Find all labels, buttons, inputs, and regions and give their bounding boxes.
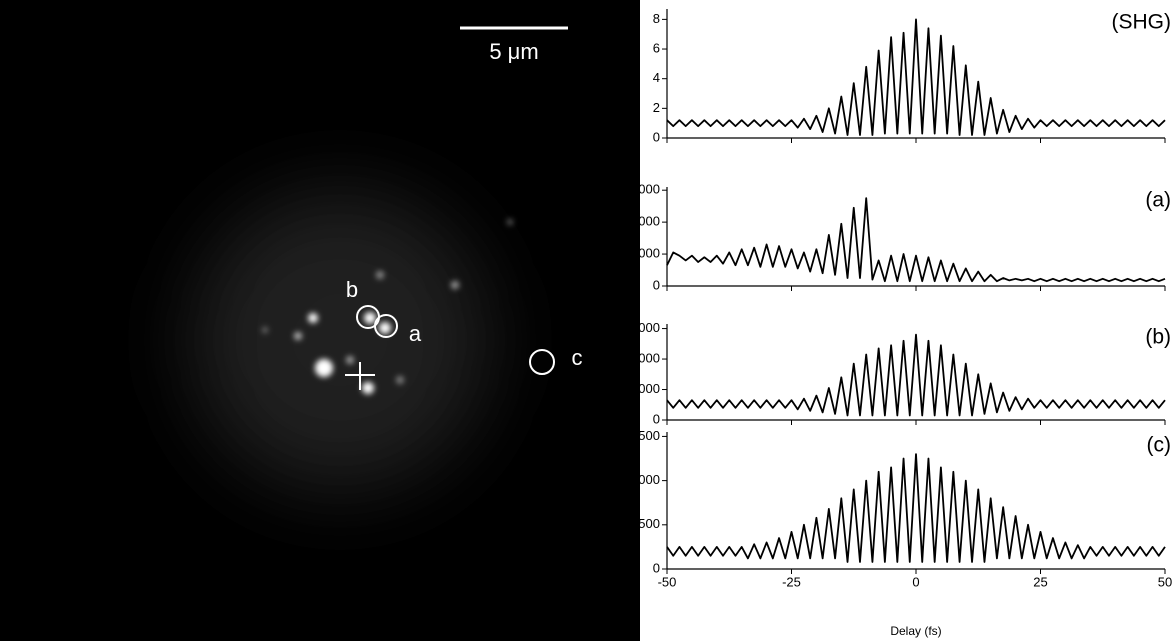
y-tick-label: 4000 (631, 214, 660, 229)
y-tick-label: 6000 (631, 182, 660, 197)
panel-title: (SHG) (1112, 11, 1172, 34)
panel-title: (b) (1145, 326, 1171, 349)
markers (345, 305, 555, 390)
point-label: b (346, 277, 358, 302)
y-tick-label: 4000 (631, 350, 660, 365)
y-tick-label: 6 (653, 40, 660, 55)
y-tick-label: 0 (653, 277, 660, 292)
microscope-image: 5 μm a b c (0, 0, 640, 641)
y-tick-label: 2000 (631, 246, 660, 261)
y-tick-label: 0 (653, 560, 660, 575)
panel-title: (c) (1147, 434, 1172, 457)
point-label: c (572, 345, 583, 370)
x-axis-label: Delay (fs) (890, 624, 941, 638)
y-tick-label: 8 (653, 11, 660, 26)
point-label: a (409, 321, 422, 346)
scale-bar-label: 5 μm (489, 39, 538, 64)
y-tick-label: 2 (653, 100, 660, 115)
x-tick-label: 25 (1033, 574, 1047, 589)
data-line (666, 18, 1166, 136)
y-tick-label: 0 (653, 129, 660, 144)
y-tick-label: 2000 (631, 381, 660, 396)
y-tick-label: 1000 (631, 472, 660, 487)
y-tick-label: 0 (653, 411, 660, 426)
data-line (666, 453, 1166, 563)
y-tick-label: 500 (638, 516, 660, 531)
data-line (666, 197, 1166, 283)
x-tick-label: -50 (658, 574, 677, 589)
haze (190, 190, 490, 490)
x-tick-label: 50 (1158, 574, 1172, 589)
x-tick-label: -25 (782, 574, 801, 589)
bright-spots (262, 219, 513, 394)
y-tick-label: 4 (653, 70, 660, 85)
data-line (666, 333, 1166, 417)
panel-title: (a) (1145, 189, 1171, 212)
x-tick-label: 0 (912, 574, 919, 589)
y-tick-label: 1500 (631, 428, 660, 443)
y-tick-label: 6000 (631, 320, 660, 335)
